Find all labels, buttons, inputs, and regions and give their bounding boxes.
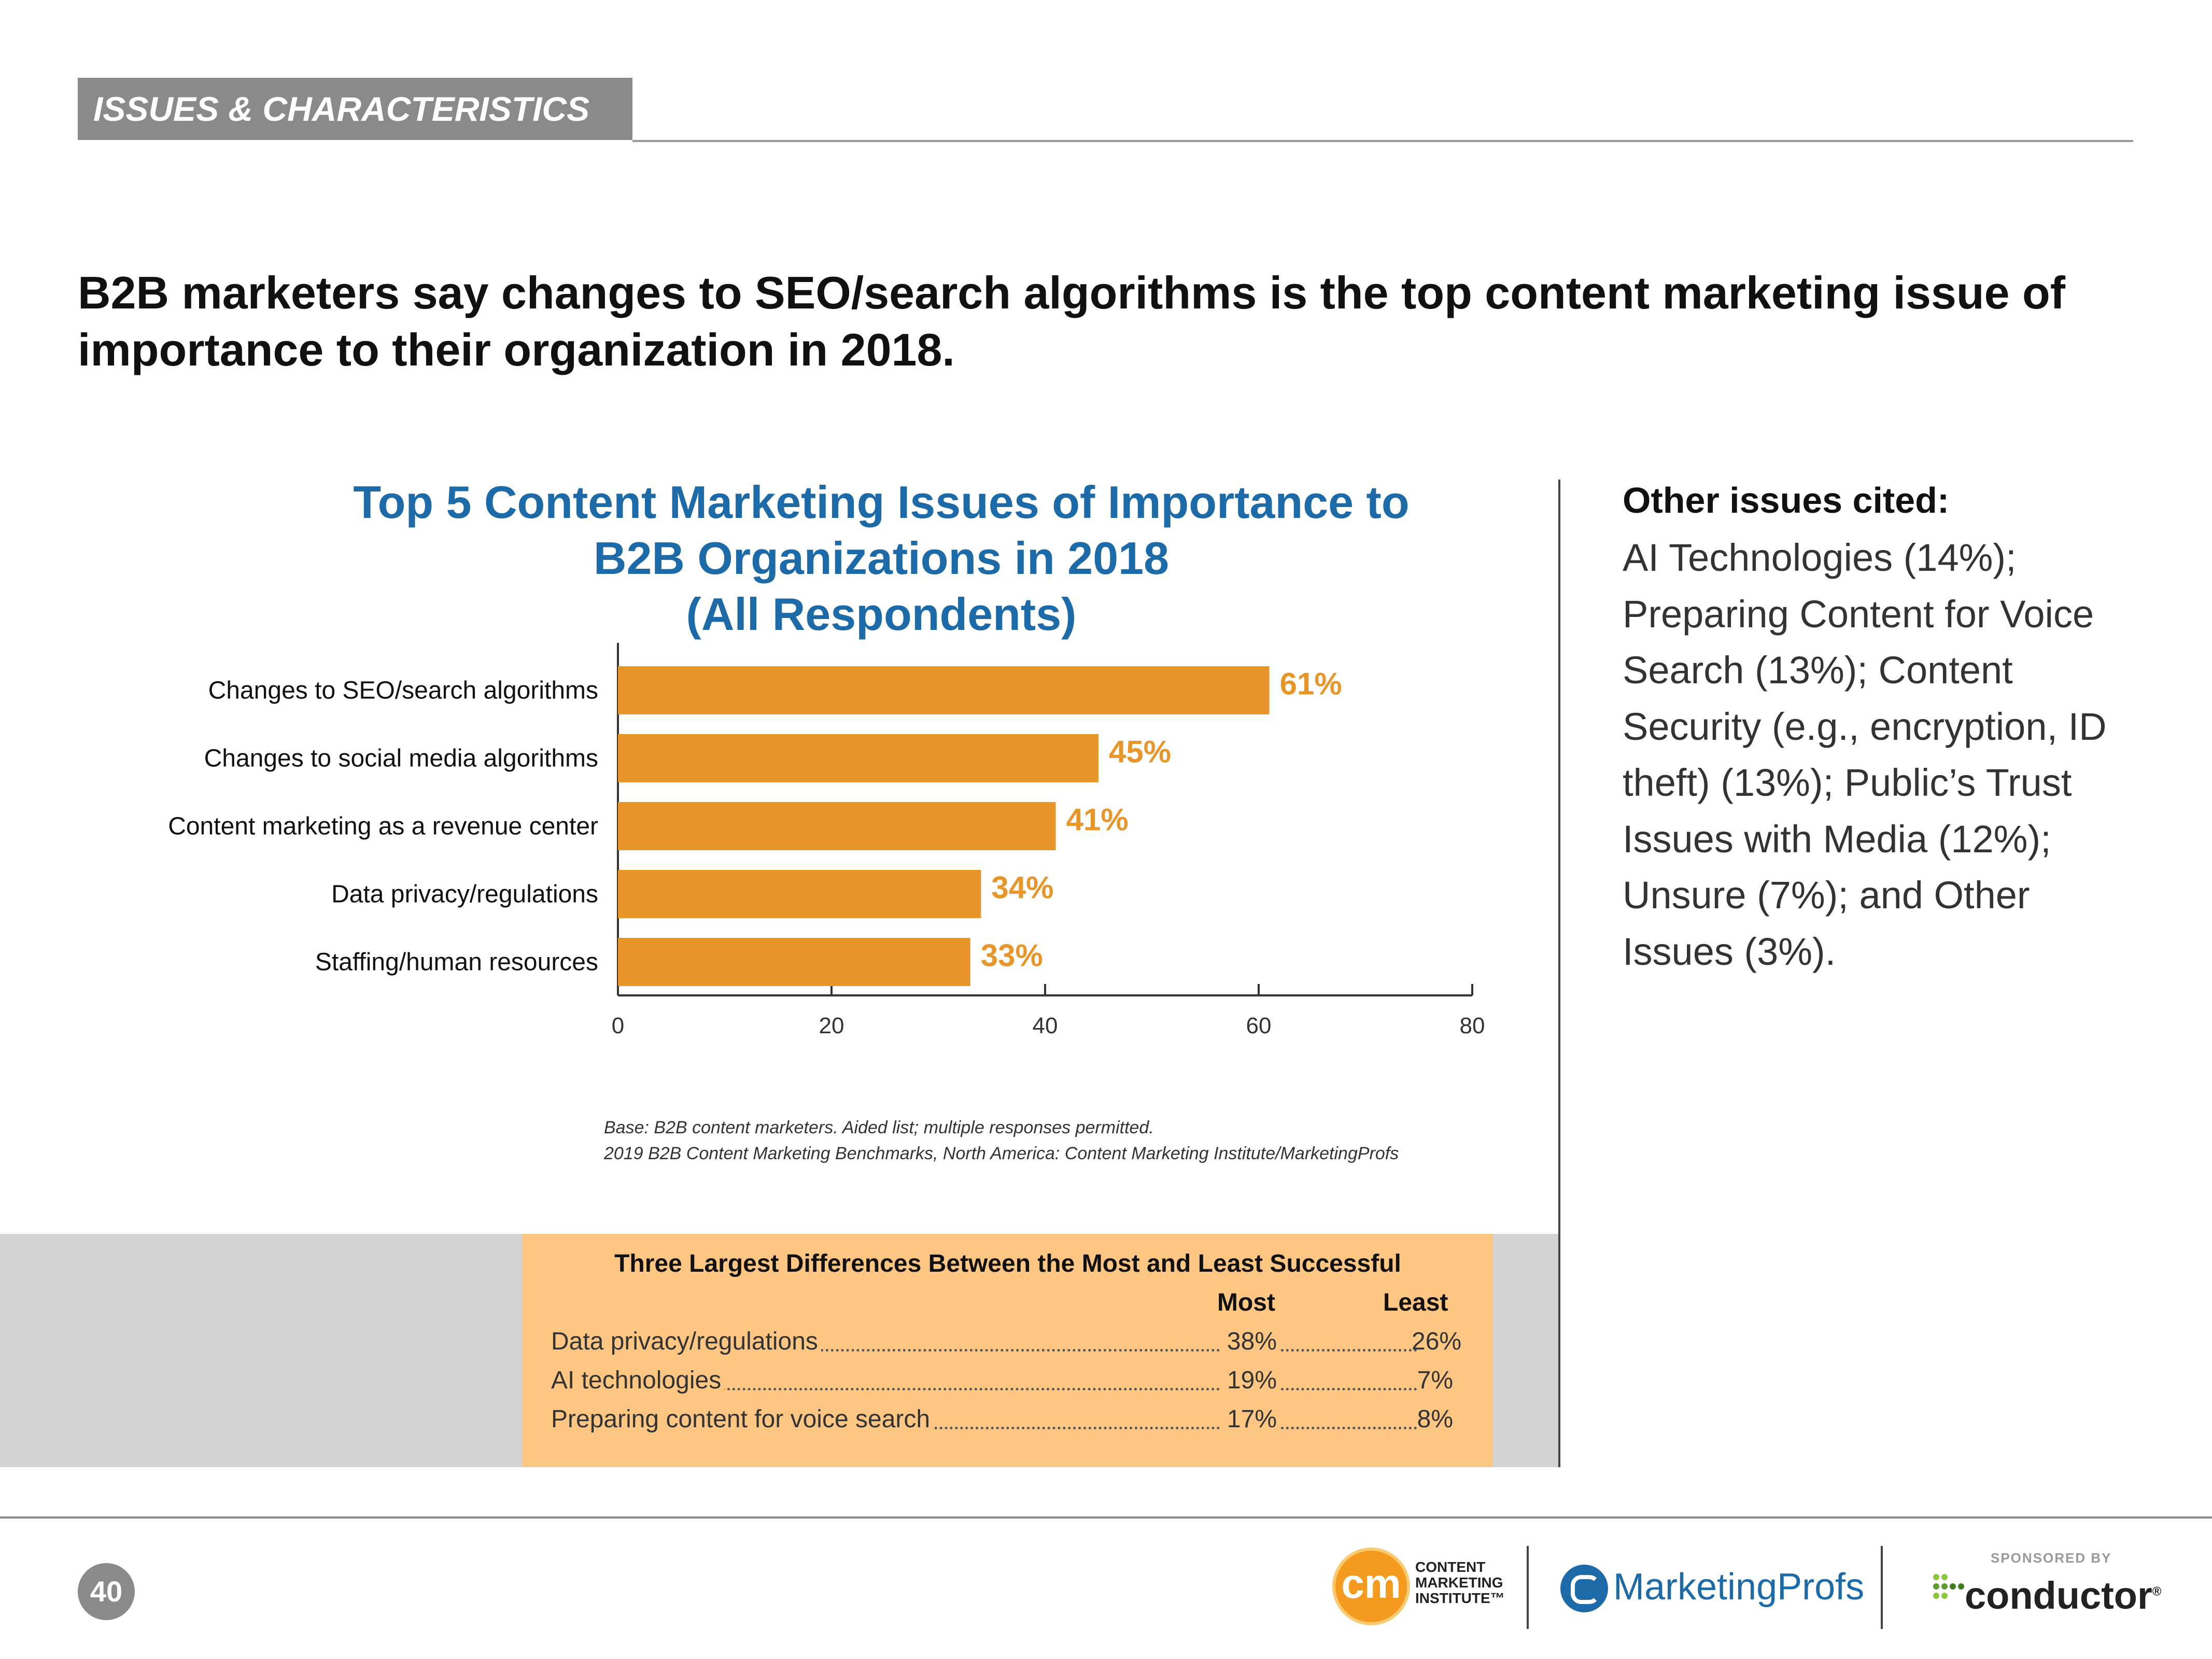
leader-dots [1281, 1411, 1417, 1429]
leader-dots [717, 1372, 1220, 1390]
category-label: Staffing/human resources [315, 949, 598, 976]
header-rule [632, 140, 2133, 142]
conductor-name: conductor [1965, 1574, 2152, 1617]
row-least: 7% [1417, 1367, 1453, 1394]
x-tick-label: 20 [819, 1013, 844, 1038]
bar [618, 666, 1270, 714]
x-tick-label: 40 [1033, 1013, 1058, 1038]
conductor-logo-icon [1933, 1574, 1964, 1599]
base-note-line: Base: B2B content marketers. Aided list;… [604, 1118, 1154, 1137]
other-issues-line: Preparing Content for Voice [1623, 592, 2094, 636]
category-label: Data privacy/regulations [331, 881, 598, 908]
other-issues-line: Issues (3%). [1623, 930, 1836, 973]
leader-dots [1281, 1372, 1417, 1390]
bar [618, 870, 981, 918]
data-label: 34% [991, 870, 1053, 905]
column-most: Most [1217, 1289, 1275, 1316]
row-most: 38% [1227, 1328, 1277, 1355]
chart-title: Top 5 Content Marketing Issues of Import… [233, 474, 1529, 642]
other-issues-line: Search (13%); Content [1623, 649, 2013, 692]
base-note: Base: B2B content marketers. Aided list;… [604, 1115, 1589, 1166]
sponsored-by-label: SPONSORED BY [1991, 1550, 2112, 1566]
differences-row: AI technologies 19% 7% [551, 1366, 1453, 1402]
source-note-line: 2019 B2B Content Marketing Benchmarks, N… [604, 1144, 1399, 1163]
cmi-logo-icon: cm [1332, 1548, 1410, 1625]
data-label: 61% [1280, 667, 1342, 701]
section-tag: ISSUES & CHARACTERISTICS [78, 78, 632, 140]
column-least: Least [1383, 1289, 1448, 1316]
bar [618, 938, 970, 986]
cmi-monogram: cm [1341, 1560, 1401, 1607]
bar-chart: 0 20 40 60 80 Changes to SEO/search algorithm… [168, 643, 1485, 1038]
data-label: 41% [1066, 803, 1129, 837]
footer-rule [0, 1516, 2212, 1519]
category-label: Changes to SEO/search algorithms [208, 677, 598, 705]
data-label: 33% [981, 938, 1043, 973]
conductor-wordmark: conductor® [1965, 1573, 2161, 1618]
chart-title-line: Top 5 Content Marketing Issues of Import… [353, 476, 1410, 528]
row-least: 26% [1412, 1328, 1462, 1355]
category-label: Content marketing as a revenue center [168, 813, 598, 840]
row-label: AI technologies [551, 1366, 725, 1395]
chart-title-line: B2B Organizations in 2018 [593, 532, 1170, 584]
marketingprofs-wordmark: MarketingProfs [1613, 1566, 1865, 1608]
cmi-line: MARKETING [1415, 1574, 1503, 1591]
differences-row: Data privacy/regulations 38% 26% [551, 1327, 1462, 1363]
other-issues-heading: Other issues cited: [1623, 480, 1950, 521]
row-most: 17% [1227, 1405, 1277, 1433]
marketingprofs-logo-icon [1560, 1565, 1608, 1612]
cmi-wordmark: CONTENT MARKETING INSTITUTE™ [1415, 1559, 1505, 1606]
leader-dots [924, 1411, 1220, 1429]
leader-dots [1281, 1333, 1417, 1352]
differences-box: Three Largest Differences Between the Mo… [523, 1234, 1493, 1467]
logo-separator [1527, 1546, 1529, 1629]
leader-dots [821, 1333, 1220, 1352]
headline: B2B marketers say changes to SEO/search … [78, 267, 2066, 375]
logo-separator [1881, 1546, 1883, 1629]
differences-title: Three Largest Differences Between the Mo… [614, 1250, 1401, 1277]
vertical-divider [1558, 480, 1560, 1467]
chart-title-line: (All Respondents) [686, 588, 1077, 640]
row-label: Preparing content for voice search [551, 1405, 934, 1433]
bar [618, 802, 1056, 850]
other-issues-line: AI Technologies (14%); [1623, 536, 2017, 579]
cmi-line: INSTITUTE™ [1415, 1590, 1505, 1606]
cmi-line: CONTENT [1415, 1559, 1486, 1575]
other-issues-line: theft) (13%); Public’s Trust [1623, 761, 2072, 804]
section-tag-label: ISSUES & CHARACTERISTICS [93, 90, 590, 128]
other-issues-text: AI Technologies (14%); Preparing Content… [1623, 530, 2141, 980]
other-issues-line: Security (e.g., encryption, ID [1623, 705, 2107, 748]
differences-row: Preparing content for voice search 17% 8… [551, 1405, 1453, 1441]
x-tick-label: 80 [1460, 1013, 1485, 1038]
bar [618, 734, 1098, 782]
x-tick-label: 60 [1246, 1013, 1272, 1038]
other-issues-line: Issues with Media (12%); [1623, 817, 2051, 861]
conductor-registered-mark: ® [2152, 1584, 2162, 1599]
data-label: 45% [1109, 735, 1171, 769]
row-label: Data privacy/regulations [551, 1327, 821, 1356]
row-least: 8% [1417, 1405, 1453, 1433]
row-most: 19% [1227, 1367, 1277, 1394]
category-label: Changes to social media algorithms [204, 745, 598, 772]
x-tick-label: 0 [612, 1013, 624, 1038]
other-issues-line: Unsure (7%); and Other [1623, 874, 2030, 917]
page-number: 40 [78, 1563, 135, 1620]
